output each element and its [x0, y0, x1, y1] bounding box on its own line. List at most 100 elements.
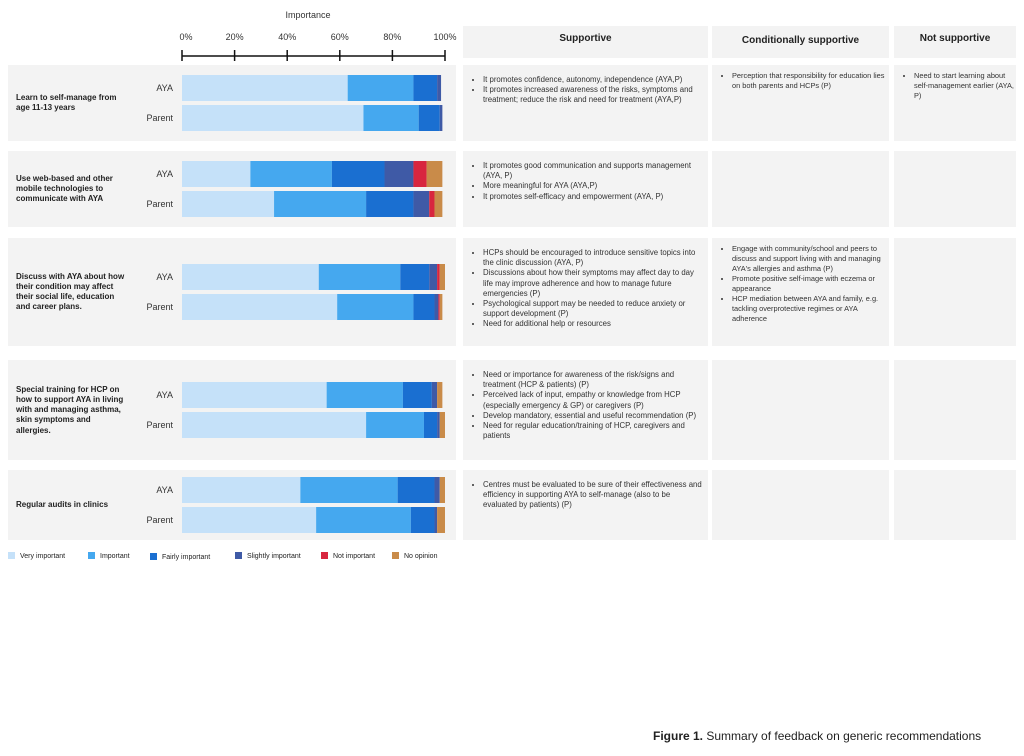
feedback-list: Centres must be evaluated to be sure of …: [473, 480, 706, 511]
bar-segment-no-opinion: [439, 264, 445, 290]
bar-segment-important: [366, 412, 424, 438]
figure-caption: Figure 1. Summary of feedback on generic…: [653, 729, 981, 743]
bar-segment-very-important: [182, 191, 275, 217]
feedback-item: It promotes increased awareness of the r…: [483, 85, 706, 105]
bar-segment-fairly-important: [418, 105, 440, 131]
feedback-cell-not-supportive: [894, 238, 1016, 346]
feedback-item: It promotes self-efficacy and empowermen…: [483, 192, 706, 202]
feedback-list: Perception that responsibility for educa…: [722, 71, 887, 91]
group-label-parent: Parent: [146, 113, 173, 123]
feedback-item: Psychological support may be needed to r…: [483, 299, 706, 319]
x-tick-label: 60%: [331, 32, 349, 42]
bar-segment-fairly-important: [366, 191, 414, 217]
chart-title: Importance: [285, 10, 330, 20]
bar-segment-no-opinion: [437, 507, 445, 533]
bar-segment-important: [316, 507, 411, 533]
bar-segment-slightly-important: [434, 507, 438, 533]
legend-item: Slightly important: [235, 552, 301, 560]
feedback-list: It promotes confidence, autonomy, indepe…: [473, 75, 706, 106]
column-header-not-supportive: Not supportive: [919, 33, 991, 44]
bar-segment-very-important: [182, 264, 319, 290]
bar-segment-slightly-important: [439, 105, 443, 131]
feedback-item: Need for additional help or resources: [483, 319, 706, 329]
group-label-parent: Parent: [146, 302, 173, 312]
bar-segment-fairly-important: [413, 75, 438, 101]
bar-segment-important: [326, 382, 403, 408]
bar-segment-fairly-important: [400, 264, 430, 290]
recommendation-label: Discuss with AYA about how their conditi…: [16, 271, 125, 312]
recommendation-band: [8, 238, 456, 346]
legend-label: Slightly important: [247, 553, 301, 560]
x-tick-label: 40%: [278, 32, 296, 42]
feedback-cell-conditional: [712, 360, 889, 460]
bar-segment-slightly-important: [437, 75, 442, 101]
recommendation-band: [8, 360, 456, 460]
group-label-aya: AYA: [156, 83, 173, 93]
group-label-parent: Parent: [146, 199, 173, 209]
feedback-cell-supportive: [463, 65, 708, 141]
feedback-item: Promote positive self-image with eczema …: [732, 274, 887, 294]
recommendation-label: Use web-based and other mobile technolog…: [16, 173, 113, 204]
feedback-item: Perceived lack of input, empathy or know…: [483, 390, 706, 410]
bar-segment-very-important: [182, 382, 327, 408]
x-tick-label: 20%: [226, 32, 244, 42]
legend-item: Important: [88, 552, 130, 560]
feedback-list: HCPs should be encouraged to introduce s…: [473, 248, 706, 330]
feedback-cell-conditional: [712, 238, 889, 346]
bar-segment-not-important: [413, 161, 427, 187]
bar-segment-fairly-important: [397, 477, 435, 503]
feedback-cell-not-supportive: [894, 65, 1016, 141]
recommendation-label: Special training for HCP on how to suppo…: [16, 384, 124, 435]
feedback-list: Engage with community/school and peers t…: [722, 244, 887, 324]
legend-label: Not important: [333, 553, 376, 560]
feedback-item: Engage with community/school and peers t…: [732, 244, 887, 274]
bar-segment-fairly-important: [423, 412, 438, 438]
feedback-list: It promotes good communication and suppo…: [473, 161, 706, 202]
feedback-cell-supportive: [463, 151, 708, 227]
bar-segment-important: [274, 191, 367, 217]
feedback-item: HCP mediation between AYA and family, e.…: [732, 294, 887, 324]
feedback-cell-supportive: [463, 360, 708, 460]
bar-segment-no-opinion: [437, 382, 443, 408]
feedback-cell-not-supportive: [894, 151, 1016, 227]
x-tick-label: 0%: [179, 32, 192, 42]
figure-caption-text: Summary of feedback on generic recommend…: [703, 729, 982, 743]
column-header-supportive: Supportive: [559, 33, 612, 44]
column-header-bg-conditional: [712, 26, 889, 58]
bar-segment-important: [337, 294, 414, 320]
bar-segment-no-opinion: [439, 477, 445, 503]
feedback-cell-supportive: [463, 470, 708, 540]
bar-segment-very-important: [182, 161, 251, 187]
feedback-item: Discussions about how their symptoms may…: [483, 268, 706, 299]
bar-segment-important: [347, 75, 414, 101]
bar-segment-very-important: [182, 294, 338, 320]
legend-swatch: [235, 552, 242, 559]
bar-segment-not-important: [437, 264, 440, 290]
legend-item: No opinion: [392, 552, 437, 560]
legend-label: Very important: [20, 553, 66, 560]
column-header-conditional: Conditionally supportive: [741, 35, 860, 46]
recommendation-label: Learn to self-manage from age 11-13 year…: [16, 92, 117, 112]
group-label-aya: AYA: [156, 390, 173, 400]
bar-segment-fairly-important: [413, 294, 435, 320]
bar-segment-slightly-important: [384, 161, 414, 187]
legend-swatch: [321, 552, 328, 559]
feedback-cell-not-supportive: [894, 360, 1016, 460]
feedback-item: Develop mandatory, essential and useful …: [483, 411, 706, 421]
bar-segment-no-opinion: [434, 191, 443, 217]
legend-item: Fairly important: [150, 553, 210, 561]
legend-item: Very important: [8, 552, 65, 560]
feedback-item: HCPs should be encouraged to introduce s…: [483, 248, 706, 268]
bar-segment-very-important: [182, 412, 367, 438]
feedback-item: Need for regular education/training of H…: [483, 421, 706, 441]
feedback-cell-conditional: [712, 65, 889, 141]
group-label-parent: Parent: [146, 515, 173, 525]
bar-segment-fairly-important: [410, 507, 435, 533]
feedback-item: Need or importance for awareness of the …: [483, 370, 706, 390]
feedback-cell-not-supportive: [894, 470, 1016, 540]
bar-segment-not-important: [438, 294, 440, 320]
bar-segment-slightly-important: [434, 294, 439, 320]
recommendation-label: Regular audits in clinics: [16, 500, 109, 509]
legend-item: Not important: [321, 552, 375, 560]
feedback-list: Need to start learning about self-manage…: [904, 71, 1014, 101]
